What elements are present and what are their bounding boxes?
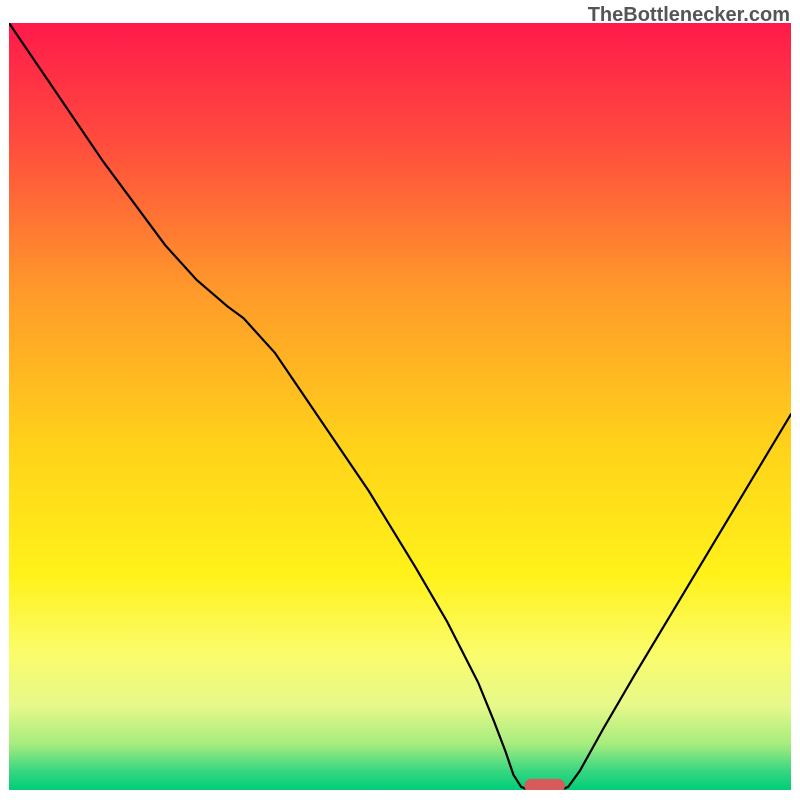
bottleneck-curve: [9, 23, 791, 790]
chart-container: TheBottlenecker.com: [0, 0, 800, 800]
plot-area: [9, 23, 791, 790]
optimal-marker: [524, 779, 565, 790]
curve-layer: [9, 23, 791, 790]
watermark-text: TheBottlenecker.com: [588, 4, 790, 27]
